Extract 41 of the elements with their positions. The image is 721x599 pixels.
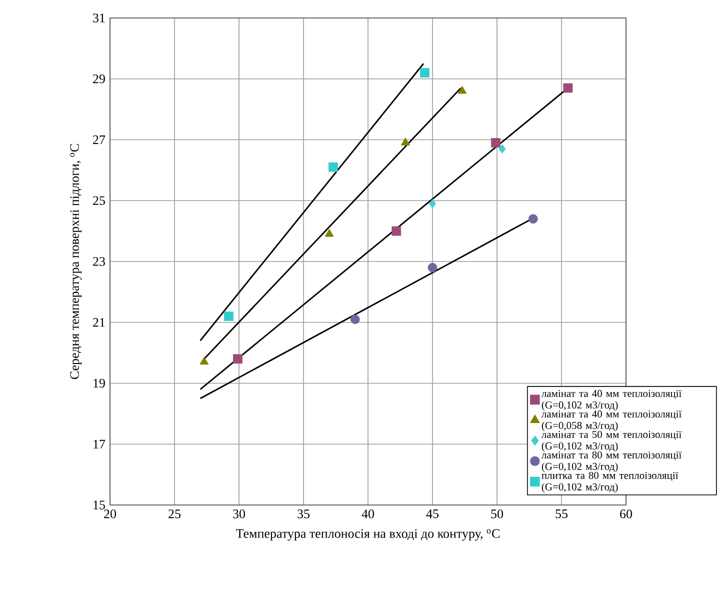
point — [224, 312, 234, 321]
point — [428, 262, 438, 272]
y-tick-label: 23 — [93, 257, 105, 266]
point — [392, 226, 402, 236]
point — [400, 138, 410, 146]
x-tick-label: 35 — [298, 510, 310, 518]
point — [498, 144, 506, 154]
legend-label: плитка та 80 мм теплоізоляції (G=0,102 м3/год) — [542, 472, 678, 493]
x-axis-title: Температура теплоносія на вході до контуру, $^{o}$C — [236, 529, 500, 541]
point — [458, 86, 467, 94]
point — [428, 198, 436, 208]
y-tick-label: 17 — [94, 440, 106, 448]
y-tick-label: 29 — [93, 74, 105, 84]
x-tick-label: 20 — [104, 510, 116, 518]
y-tick-label: 21 — [93, 318, 105, 327]
x-tick-label: 40 — [362, 510, 374, 518]
point — [328, 162, 338, 172]
y-tick-label: 19 — [94, 378, 105, 388]
point — [420, 68, 430, 78]
legend-label: ламінат та 40 мм теплоізоляції (G=0,102 м3/год) — [542, 390, 682, 411]
x-tick-label: 30 — [233, 510, 246, 518]
point — [491, 138, 500, 148]
y-tick-label: 25 — [93, 196, 105, 205]
x-tick-label: 50 — [491, 510, 504, 518]
legend-label: ламінат та 40 мм теплоізоляції (G=0,058 м3/год) — [542, 410, 682, 432]
y-tick-label: 27 — [93, 135, 106, 144]
legend-label: ламінат та 80 мм теплоізоляції (G=0,102 м3/год) — [542, 451, 682, 472]
point — [233, 354, 242, 364]
y-axis-title: Середня температура поверхні підлоги, $^{o}$C — [70, 144, 82, 380]
point — [200, 356, 209, 365]
point — [324, 228, 334, 237]
x-tick-label: 55 — [556, 510, 568, 518]
x-tick-label: 45 — [426, 510, 439, 518]
y-tick-label: 15 — [94, 500, 105, 510]
point — [528, 214, 538, 224]
y-tick-label: 31 — [93, 14, 105, 22]
point — [563, 83, 573, 93]
x-tick-label: 60 — [620, 510, 632, 518]
legend-label: ламінат та 50 мм теплоізоляції (G=0,102 м3/год) — [542, 430, 682, 452]
point — [350, 314, 360, 324]
x-tick-label: 25 — [168, 510, 181, 518]
